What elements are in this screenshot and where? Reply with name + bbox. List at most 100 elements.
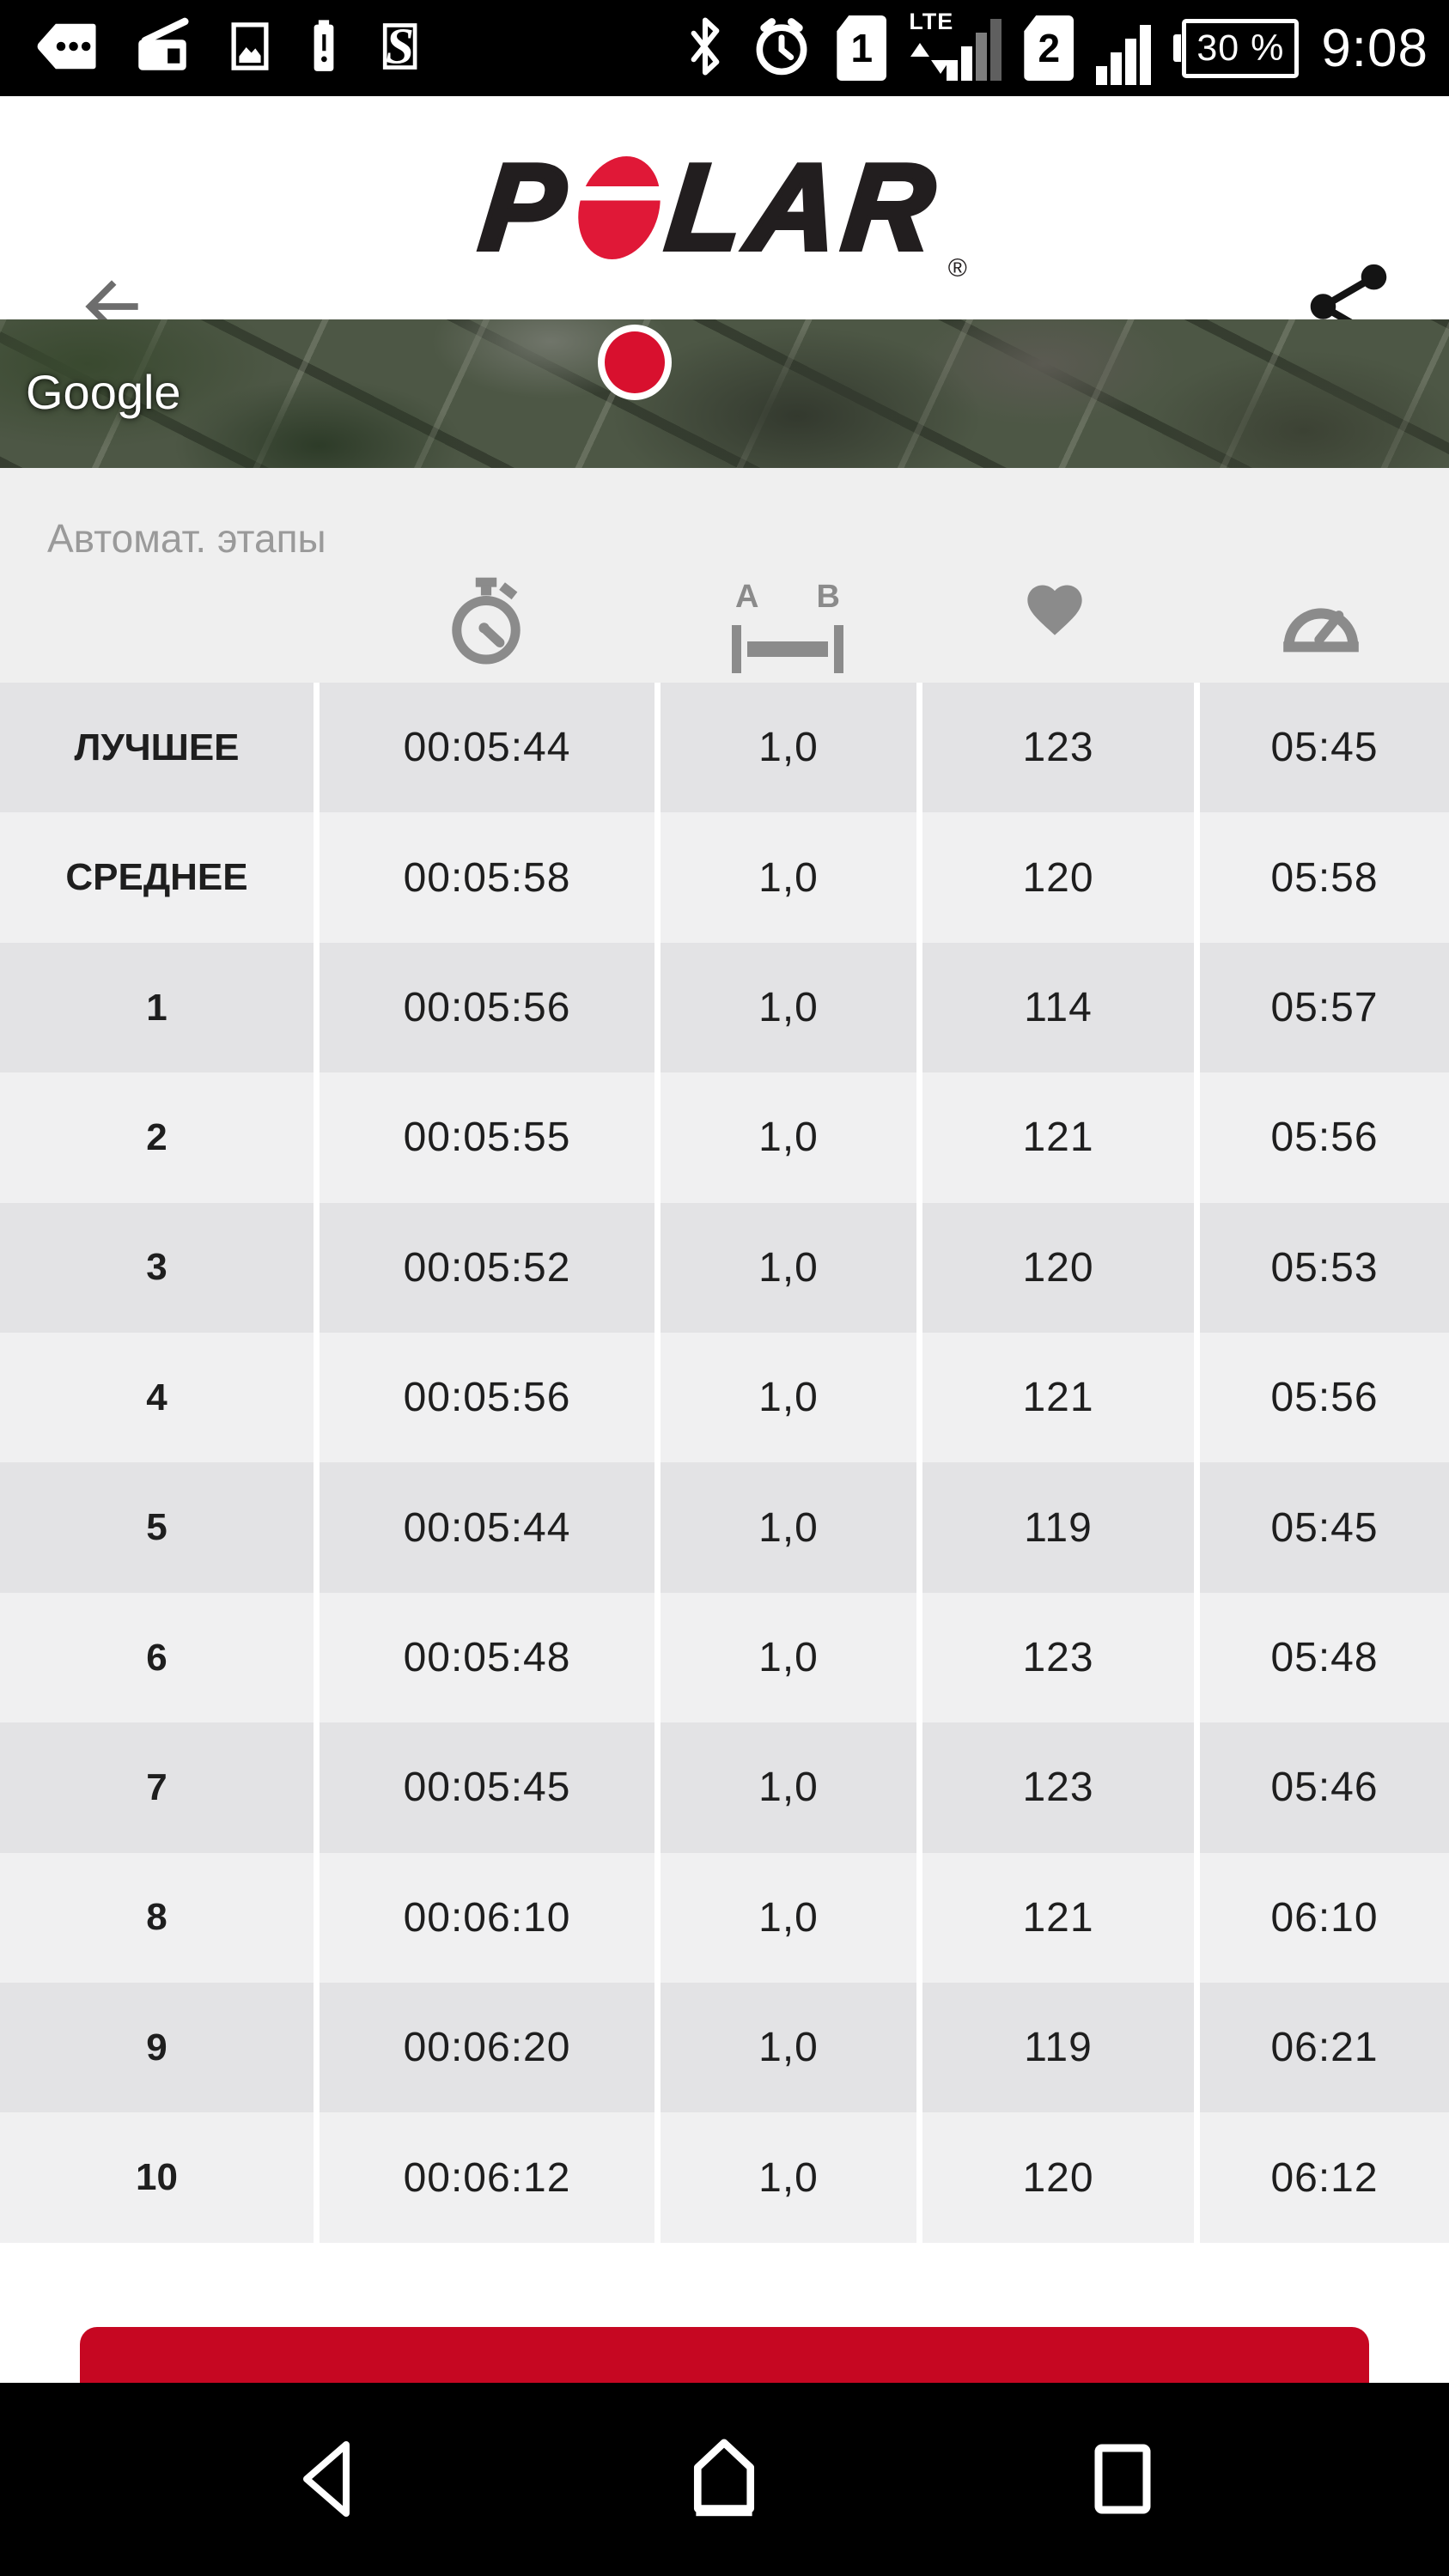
app-bar: P LAR ®: [0, 96, 1449, 349]
lap-distance-cell: 1,0: [661, 1722, 916, 1853]
logo-letters-lar: LAR: [659, 137, 950, 278]
lap-heart-rate-cell: 123: [922, 1722, 1194, 1853]
battery-level-icon: 30 %: [1173, 18, 1300, 78]
bluetooth-icon: [684, 12, 727, 85]
lap-distance-cell: 1,0: [661, 2112, 916, 2243]
lte-label: LTE: [909, 9, 954, 34]
lap-label-cell: ЛУЧШЕЕ: [0, 683, 314, 813]
lap-pace-cell: 05:46: [1200, 1722, 1449, 1853]
system-status-icons: 1 LTE 2 30 % 9:08: [684, 7, 1428, 86]
sim1-signal-icon: LTE: [909, 7, 1002, 86]
notification-icons: S: [34, 15, 426, 82]
lap-heart-rate-cell: 119: [922, 1462, 1194, 1593]
lap-duration-cell: 00:06:12: [320, 2112, 654, 2243]
clock-time: 9:08: [1321, 18, 1428, 78]
screenshot-icon: [225, 18, 275, 79]
lap-distance-cell: 1,0: [661, 1072, 916, 1203]
lap-duration-cell: 00:05:44: [320, 683, 654, 813]
table-row: 2 00:05:55 1,0 121 05:56: [0, 1072, 1449, 1203]
download-arrow-icon: [931, 60, 951, 74]
sim2-icon: 2: [1024, 15, 1075, 81]
lap-label-cell: 5: [0, 1462, 314, 1593]
android-navigation-bar: [0, 2383, 1449, 2576]
nav-recents-button[interactable]: [1080, 2436, 1166, 2522]
sim2-signal-bars: [1096, 11, 1152, 85]
lap-distance-cell: 1,0: [661, 683, 916, 813]
route-map[interactable]: Google: [0, 319, 1449, 468]
lap-duration-cell: 00:06:20: [320, 1983, 654, 2113]
lap-distance-cell: 1,0: [661, 812, 916, 943]
lap-heart-rate-cell: 119: [922, 1983, 1194, 2113]
nav-home-button[interactable]: [681, 2436, 767, 2522]
lap-pace-cell: 05:53: [1200, 1202, 1449, 1334]
lap-pace-cell: 05:56: [1200, 1333, 1449, 1463]
home-icon: [693, 2439, 755, 2517]
lap-label-cell: 10: [0, 2112, 314, 2243]
primary-action-button[interactable]: [80, 2327, 1369, 2384]
lap-distance-cell: 1,0: [661, 1202, 916, 1334]
registered-mark: ®: [947, 254, 967, 283]
lap-label-cell: 7: [0, 1722, 314, 1853]
lap-duration-cell: 00:05:56: [320, 1333, 654, 1463]
sim1-icon: 1: [837, 15, 887, 81]
lap-distance-cell: 1,0: [661, 1333, 916, 1463]
lap-label-cell: 2: [0, 1072, 314, 1203]
ab-letter-b: B: [816, 579, 840, 615]
battery-alert-icon: [306, 15, 342, 82]
lap-pace-cell: 05:48: [1200, 1592, 1449, 1723]
table-row: ЛУЧШЕЕ 00:05:44 1,0 123 05:45: [0, 683, 1449, 813]
lap-pace-cell: 06:10: [1200, 1852, 1449, 1984]
recents-square-icon: [1094, 2444, 1151, 2514]
lap-pace-cell: 06:21: [1200, 1983, 1449, 2113]
table-row: 5 00:05:44 1,0 119 05:45: [0, 1462, 1449, 1593]
table-row: 9 00:06:20 1,0 119 06:21: [0, 1983, 1449, 2113]
message-tag-icon: [34, 16, 100, 81]
sim1-signal-bars: [947, 7, 1002, 81]
table-row: 1 00:05:56 1,0 114 05:57: [0, 942, 1449, 1073]
table-row: 3 00:05:52 1,0 120 05:53: [0, 1202, 1449, 1334]
lap-pace-cell: 05:58: [1200, 812, 1449, 943]
pace-column-gauge-icon: [1282, 582, 1361, 660]
lap-label-cell: 4: [0, 1333, 314, 1463]
lap-distance-cell: 1,0: [661, 942, 916, 1073]
lap-pace-cell: 05:45: [1200, 683, 1449, 813]
lap-duration-cell: 00:05:45: [320, 1722, 654, 1853]
battery-percent: 30 %: [1182, 18, 1300, 78]
nav-back-button[interactable]: [283, 2436, 369, 2522]
lap-label-cell: 3: [0, 1202, 314, 1334]
lap-heart-rate-cell: 120: [922, 812, 1194, 943]
lap-pace-cell: 05:45: [1200, 1462, 1449, 1593]
lap-distance-cell: 1,0: [661, 1462, 916, 1593]
lap-label-cell: 1: [0, 942, 314, 1073]
lap-label-cell: СРЕДНЕЕ: [0, 812, 314, 943]
table-row: 6 00:05:48 1,0 123 05:48: [0, 1592, 1449, 1723]
lap-duration-cell: 00:06:10: [320, 1852, 654, 1984]
lap-duration-cell: 00:05:58: [320, 812, 654, 943]
sim1-number: 1: [850, 26, 874, 70]
ab-letter-a: A: [735, 579, 759, 615]
app-s-icon: S: [373, 16, 426, 81]
lap-heart-rate-cell: 120: [922, 1202, 1194, 1334]
table-row: 7 00:05:45 1,0 123 05:46: [0, 1722, 1449, 1853]
sim2-number: 2: [1038, 26, 1061, 70]
lap-duration-cell: 00:05:44: [320, 1462, 654, 1593]
polar-logo: P LAR ®: [0, 96, 1449, 319]
lap-duration-cell: 00:05:48: [320, 1592, 654, 1723]
lap-heart-rate-cell: 121: [922, 1072, 1194, 1203]
lap-distance-cell: 1,0: [661, 1592, 916, 1723]
lap-heart-rate-cell: 114: [922, 942, 1194, 1073]
lap-pace-cell: 05:56: [1200, 1072, 1449, 1203]
lap-pace-cell: 05:57: [1200, 942, 1449, 1073]
logo-letter-p: P: [472, 137, 580, 278]
lap-pace-cell: 06:12: [1200, 2112, 1449, 2243]
google-watermark: Google: [26, 365, 181, 419]
laps-section-title: Автомат. этапы: [47, 516, 326, 561]
laps-table-body: ЛУЧШЕЕ 00:05:44 1,0 123 05:45 СРЕДНЕЕ 00:05:58…: [0, 683, 1449, 2243]
table-row: СРЕДНЕЕ 00:05:58 1,0 120 05:58: [0, 812, 1449, 943]
lap-heart-rate-cell: 121: [922, 1852, 1194, 1984]
lap-distance-cell: 1,0: [661, 1983, 916, 2113]
table-row: 8 00:06:10 1,0 121 06:10: [0, 1852, 1449, 1984]
radio-icon: [131, 15, 194, 82]
lap-heart-rate-cell: 121: [922, 1333, 1194, 1463]
duration-column-stopwatch-icon: [448, 577, 524, 671]
